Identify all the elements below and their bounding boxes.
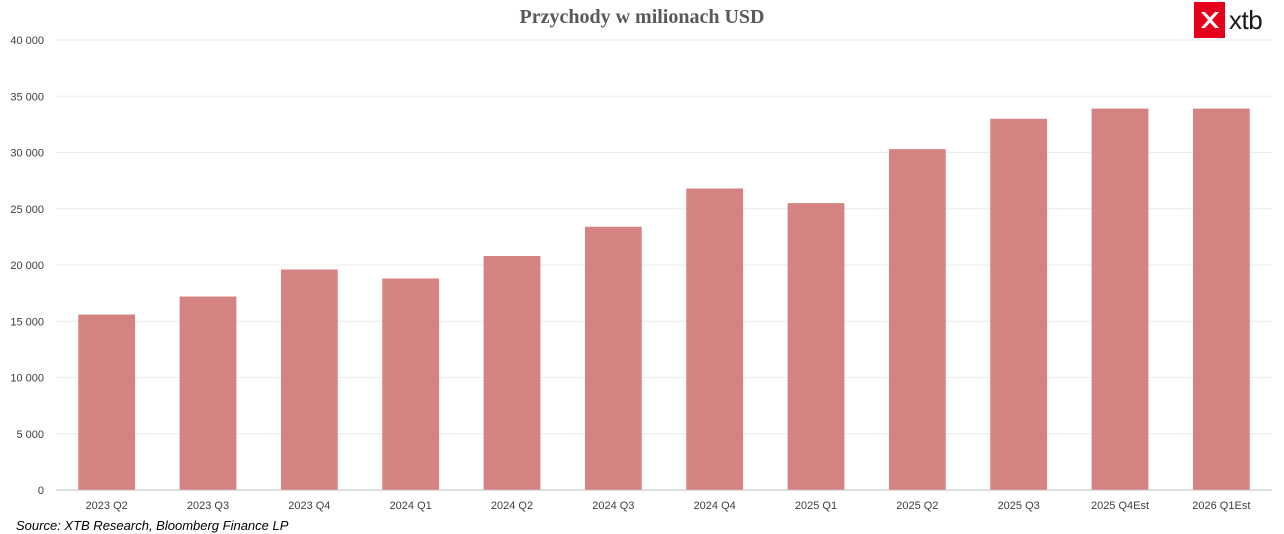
y-tick-label: 35 000 <box>10 91 44 103</box>
x-tick-label: 2024 Q3 <box>592 500 634 512</box>
x-tick-label: 2023 Q4 <box>288 500 330 512</box>
source-note: Source: XTB Research, Bloomberg Finance … <box>16 518 289 533</box>
bar-2023-q4 <box>280 269 338 490</box>
x-tick-label: 2024 Q2 <box>491 500 533 512</box>
bar-2025-q1 <box>787 203 845 490</box>
x-tick-label: 2025 Q2 <box>896 500 938 512</box>
y-tick-label: 15 000 <box>10 316 44 328</box>
bar-2026-q1est <box>1192 108 1250 490</box>
x-tick-label: 2024 Q4 <box>694 500 736 512</box>
y-tick-label: 20 000 <box>10 260 44 272</box>
bar-2025-q4est <box>1091 108 1149 490</box>
bar-2024-q4 <box>686 188 744 490</box>
bar-2023-q2 <box>78 314 136 490</box>
bar-2024-q3 <box>584 226 642 490</box>
bar-2025-q2 <box>888 149 946 490</box>
y-tick-label: 5 000 <box>16 429 44 441</box>
y-tick-label: 25 000 <box>10 204 44 216</box>
x-tick-label: 2025 Q3 <box>998 500 1040 512</box>
bar-2024-q2 <box>483 256 541 490</box>
chart-title: Przychody w milionach USD <box>519 6 765 28</box>
xtb-x-icon <box>1194 2 1225 38</box>
x-axis-ticks: 2023 Q2 2023 Q3 2023 Q4 2024 Q1 2024 Q2 2024 … <box>86 500 1251 512</box>
x-tick-label: 2023 Q2 <box>86 500 128 512</box>
x-tick-label: 2025 Q1 <box>795 500 837 512</box>
bar-2024-q1 <box>382 278 440 490</box>
y-axis-ticks: 0 5 000 10 000 15 000 20 000 25 000 30 000 35 0… <box>10 35 44 497</box>
bar-2025-q3 <box>990 118 1048 490</box>
x-tick-label: 2024 Q1 <box>390 500 432 512</box>
logo-text: xtb <box>1229 4 1263 35</box>
x-tick-label: 2023 Q3 <box>187 500 229 512</box>
y-tick-label: 40 000 <box>10 35 44 47</box>
x-tick-label: 2026 Q1Est <box>1192 500 1250 512</box>
x-tick-label: 2025 Q4Est <box>1091 500 1149 512</box>
bar-2023-q3 <box>179 296 237 490</box>
y-tick-label: 10 000 <box>10 373 44 385</box>
y-tick-label: 30 000 <box>10 148 44 160</box>
y-tick-label: 0 <box>38 485 44 497</box>
bars <box>78 108 1250 490</box>
gridlines <box>56 39 1272 435</box>
xtb-logo: xtb <box>1194 2 1263 38</box>
